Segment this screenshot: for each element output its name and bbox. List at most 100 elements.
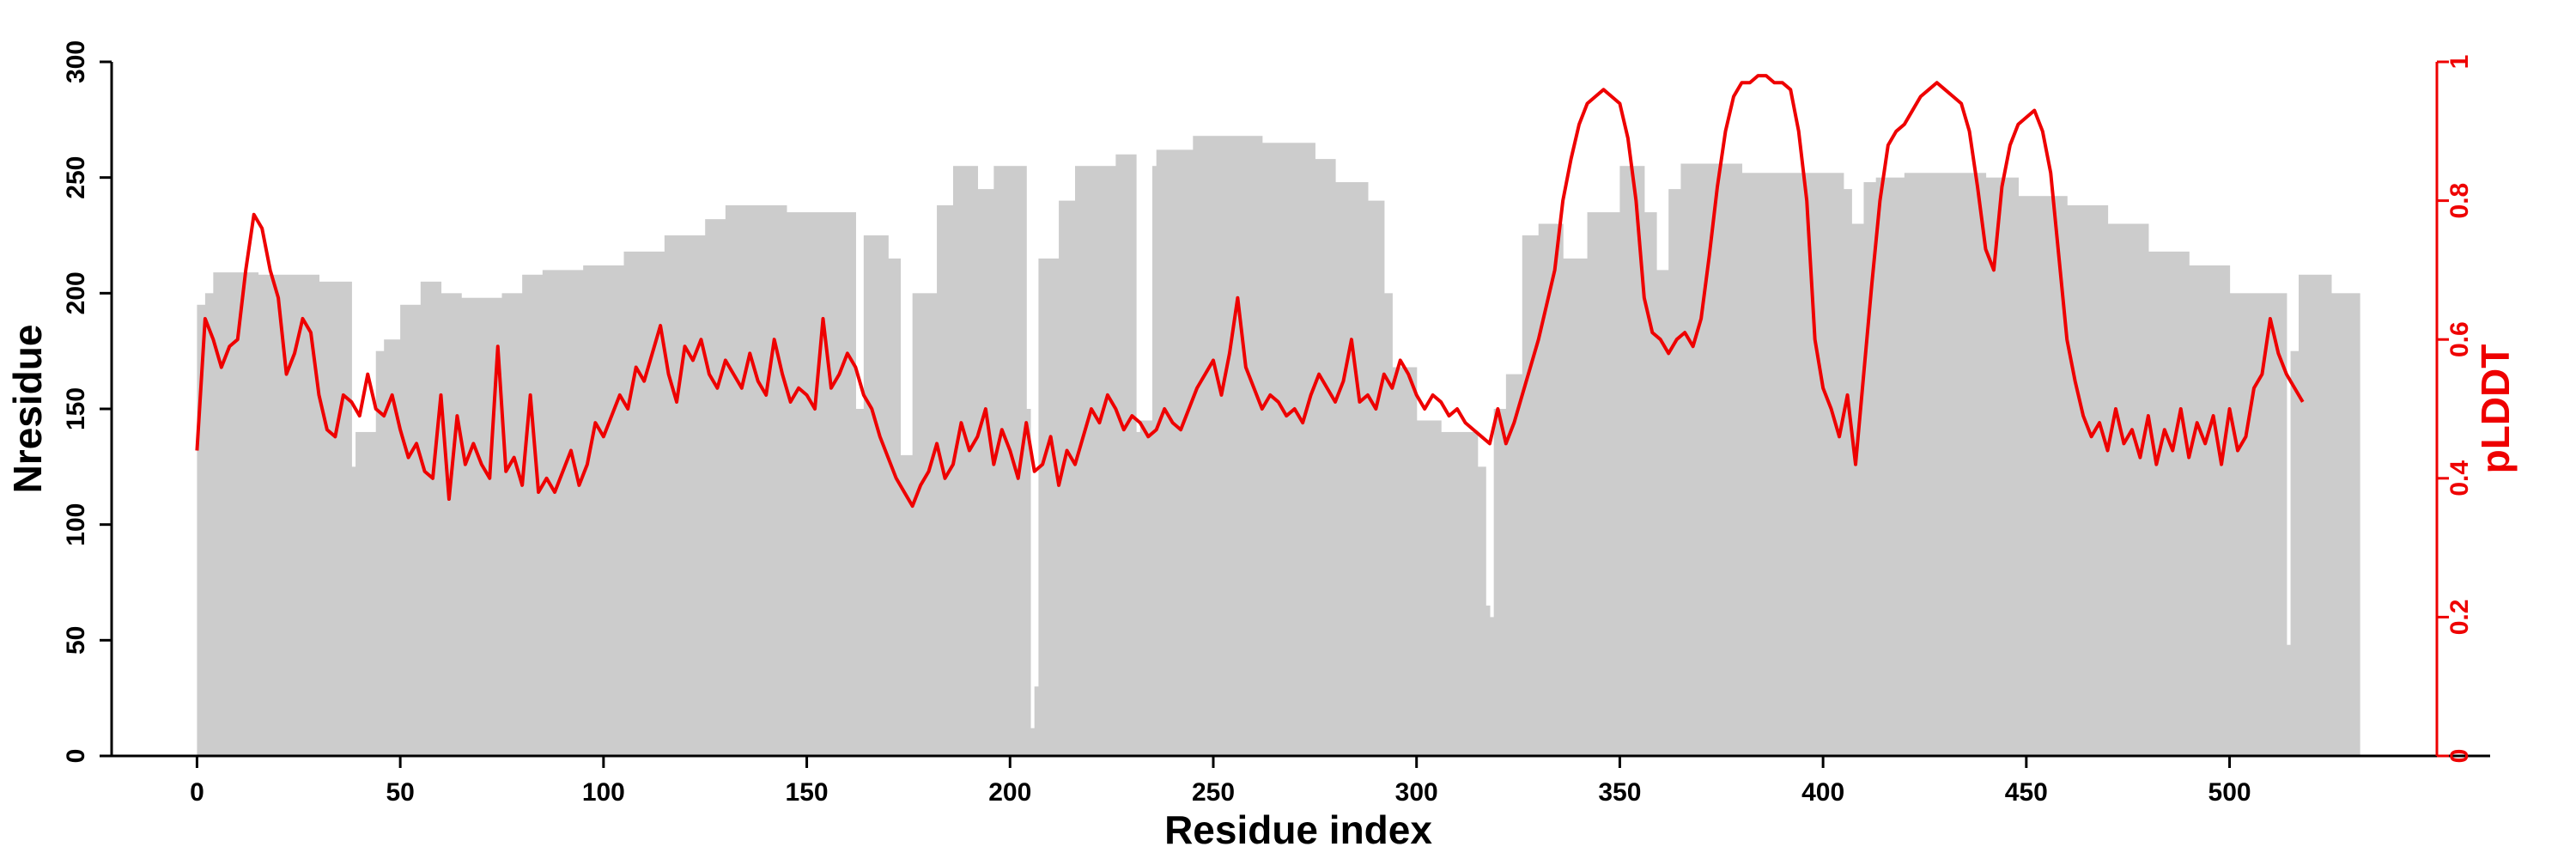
bar-segment-47 <box>1383 293 1393 757</box>
x-tick-label-250: 250 <box>1192 778 1235 807</box>
bar-segment-70 <box>1904 173 1987 756</box>
y-axis-right-title: pLDDT <box>2473 344 2518 474</box>
bar-segment-23 <box>863 235 889 756</box>
x-tick-label-300: 300 <box>1395 778 1438 807</box>
bar-segment-67 <box>1851 223 1865 756</box>
bar-segment-13 <box>501 293 523 757</box>
bar-segment-14 <box>522 274 544 756</box>
bar-segment-39 <box>1139 420 1153 756</box>
y-left-tick-label-100: 100 <box>62 503 90 546</box>
bar-segment-27 <box>937 204 954 757</box>
bar-segment-75 <box>2148 251 2190 757</box>
bar-segment-41 <box>1156 149 1194 757</box>
bar-segment-29 <box>977 189 994 756</box>
bar-segment-51 <box>1477 466 1486 756</box>
bar-segment-46 <box>1367 200 1385 757</box>
bar-segment-16 <box>583 265 625 756</box>
bar-segment-53 <box>1489 617 1495 756</box>
bar-segment-44 <box>1315 159 1336 756</box>
bar-segment-78 <box>2286 644 2292 756</box>
bar-segment-45 <box>1335 182 1369 757</box>
bar-segment-9 <box>400 304 422 756</box>
x-tick-label-200: 200 <box>988 778 1031 807</box>
x-tick-label-500: 500 <box>2208 778 2251 807</box>
bar-segment-4 <box>319 281 352 756</box>
bar-segment-48 <box>1392 367 1418 756</box>
bar-segment-37 <box>1115 154 1137 757</box>
x-tick-label-100: 100 <box>582 778 625 807</box>
bar-segment-3 <box>258 274 320 756</box>
y-left-tick-label-0: 0 <box>62 749 90 764</box>
plddt-line <box>195 74 2305 509</box>
y-right-tick-label-2: 0.4 <box>2445 460 2474 497</box>
x-axis-title: Residue index <box>1164 807 1432 852</box>
bar-segment-31 <box>1026 409 1031 756</box>
bar-segment-36 <box>1075 166 1116 756</box>
bar-segment-11 <box>440 293 462 757</box>
x-tick-label-50: 50 <box>386 778 414 807</box>
bar-segment-72 <box>2018 196 2068 756</box>
y-right-tick-label-4: 0.8 <box>2445 183 2474 219</box>
bar-segment-80 <box>2299 274 2332 756</box>
bar-segment-62 <box>1656 270 1669 756</box>
bar-segment-40 <box>1151 166 1157 756</box>
bar-segment-63 <box>1668 189 1682 756</box>
x-tick-label-400: 400 <box>1801 778 1844 807</box>
y-left-tick-label-50: 50 <box>62 626 90 655</box>
bar-segment-19 <box>705 219 726 756</box>
bar-segment-21 <box>786 212 856 756</box>
bar-segment-24 <box>888 258 902 756</box>
bar-segment-81 <box>2330 293 2360 757</box>
tick-marks-and-labels: 0 50 100 150 200 250 300 350 400 450 500 0 50 100 150 2… <box>62 40 2474 807</box>
bar-segment-32 <box>1030 728 1036 756</box>
bar-segment-10 <box>420 281 442 756</box>
bar-segment-22 <box>855 409 865 756</box>
y-right-tick-label-0: 0 <box>2445 749 2474 764</box>
plddt-line-layer <box>195 74 2305 509</box>
bar-segment-52 <box>1485 605 1491 756</box>
y-left-tick-label-200: 200 <box>62 271 90 314</box>
bar-segment-55 <box>1505 374 1523 756</box>
bar-segment-7 <box>375 350 385 756</box>
y-left-tick-label-150: 150 <box>62 387 90 430</box>
bar-segment-1 <box>204 293 214 757</box>
bar-segment-66 <box>1843 189 1852 756</box>
bar-segment-26 <box>912 293 938 757</box>
y-left-tick-label-300: 300 <box>62 40 90 83</box>
bar-segment-49 <box>1416 420 1442 756</box>
bar-segment-38 <box>1136 431 1141 756</box>
bar-segment-79 <box>2290 350 2300 756</box>
bar-segment-20 <box>725 204 787 757</box>
bar-segment-64 <box>1680 163 1743 756</box>
bar-segment-77 <box>2229 293 2287 757</box>
bar-segment-33 <box>1034 686 1040 756</box>
bar-segment-73 <box>2067 204 2109 757</box>
x-tick-label-0: 0 <box>190 778 204 807</box>
y-right-tick-label-3: 0.6 <box>2445 321 2474 357</box>
bar-segment-35 <box>1059 200 1076 757</box>
x-tick-label-450: 450 <box>2005 778 2048 807</box>
bar-segment-6 <box>355 431 377 756</box>
bar-segment-43 <box>1261 143 1315 756</box>
bar-segment-2 <box>213 272 259 757</box>
bar-segment-57 <box>1538 223 1564 756</box>
bar-segment-74 <box>2107 223 2149 756</box>
bar-segment-54 <box>1493 409 1507 756</box>
bar-segment-8 <box>384 339 401 756</box>
bar-segment-18 <box>664 235 706 756</box>
bar-segment-42 <box>1193 136 1263 756</box>
x-tick-label-150: 150 <box>786 778 829 807</box>
bar-segment-34 <box>1038 258 1060 756</box>
bar-segment-28 <box>952 166 978 756</box>
bar-segment-56 <box>1522 235 1540 756</box>
bar-segment-50 <box>1441 431 1479 756</box>
bar-segment-69 <box>1875 177 1905 757</box>
bar-segment-58 <box>1563 258 1589 756</box>
x-tick-label-350: 350 <box>1598 778 1641 807</box>
bar-segment-61 <box>1643 212 1657 756</box>
y-right-tick-label-5: 1 <box>2445 55 2474 70</box>
y-left-tick-label-250: 250 <box>62 156 90 199</box>
bar-segment-71 <box>1985 177 2019 757</box>
bar-segment-76 <box>2189 265 2231 756</box>
